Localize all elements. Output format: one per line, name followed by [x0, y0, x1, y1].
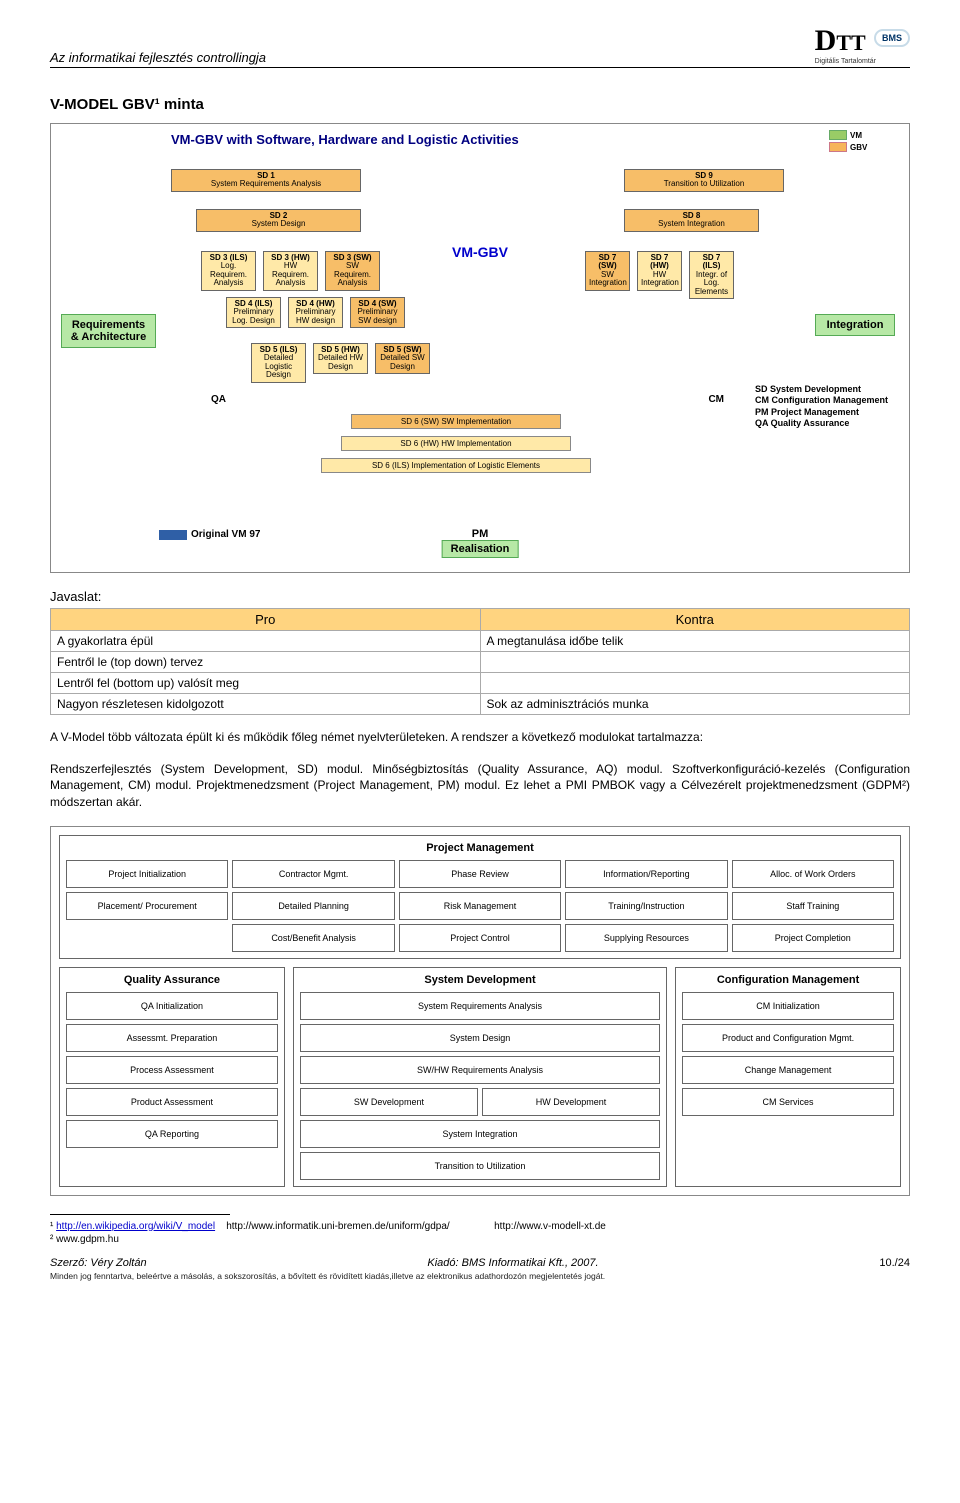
swatch-orange-icon: [829, 142, 847, 152]
cm-title: Configuration Management: [682, 974, 894, 986]
sd6-hw: SD 6 (HW) HW Implementation: [341, 436, 571, 451]
mod-cell: Placement/ Procurement: [66, 892, 228, 920]
realisation-box: Realisation: [442, 540, 519, 558]
module-diagram: Project Management Project Initializatio…: [50, 826, 910, 1196]
sd6-ils: SD 6 (ILS) Implementation of Logistic El…: [321, 458, 591, 473]
sd1-box: SD 1System Requirements Analysis: [171, 169, 361, 192]
sd3-ils: SD 3 (ILS)Log. Requirem. Analysis: [201, 251, 256, 291]
sd4-hw: SD 4 (HW)Preliminary HW design: [288, 297, 343, 328]
vmodel-legend: SD System Development CM Configuration M…: [755, 384, 895, 429]
sd5-sw: SD 5 (SW)Detailed SW Design: [375, 343, 430, 374]
prokon-table: Pro Kontra A gyakorlatra épülA megtanulá…: [50, 608, 910, 715]
footnote-2: ² www.gdpm.hu: [50, 1234, 910, 1245]
sd5-ils: SD 5 (ILS)Detailed Logistic Design: [251, 343, 306, 383]
sd3-sw: SD 3 (SW)SW Requirem. Analysis: [325, 251, 380, 291]
sd6-sw: SD 6 (SW) SW Implementation: [351, 414, 561, 429]
mod-cell: Project Control: [399, 924, 561, 952]
sd2-box: SD 2System Design: [196, 209, 361, 232]
mod-cell: System Requirements Analysis: [300, 992, 660, 1020]
foot1-link[interactable]: http://en.wikipedia.org/wiki/V_model: [56, 1221, 215, 1232]
mod-cell: Detailed Planning: [232, 892, 394, 920]
vmodel-key: VM GBV: [829, 130, 897, 154]
sd-group: System Development System Requirements A…: [293, 967, 667, 1187]
pm-title: Project Management: [66, 842, 894, 854]
body-p2: Rendszerfejlesztés (System Development, …: [50, 761, 910, 810]
mod-cell: Phase Review: [399, 860, 561, 888]
mod-cell: SW Development: [300, 1088, 478, 1116]
prokon-heading: Javaslat:: [50, 589, 910, 604]
mod-cell: Cost/Benefit Analysis: [232, 924, 394, 952]
mod-cell: CM Initialization: [682, 992, 894, 1020]
kontra-header: Kontra: [480, 609, 910, 631]
mod-cell: Staff Training: [732, 892, 894, 920]
mod-cell: Information/Reporting: [565, 860, 727, 888]
cm-group: Configuration Management CM Initializati…: [675, 967, 901, 1187]
mod-cell: Risk Management: [399, 892, 561, 920]
sd5-hw: SD 5 (HW)Detailed HW Design: [313, 343, 368, 374]
sd7-hw: SD 7 (HW)HW Integration: [637, 251, 682, 291]
side-right-label: Integration: [815, 314, 895, 336]
page-header: Az informatikai fejlesztés controllingja…: [50, 24, 910, 68]
mod-cell: QA Initialization: [66, 992, 278, 1020]
footer-left: Szerző: Véry Zoltán: [50, 1257, 147, 1269]
bms-logo: BMS: [874, 29, 910, 47]
sd4-ils: SD 4 (ILS)Preliminary Log. Design: [226, 297, 281, 328]
mod-cell: Product and Configuration Mgmt.: [682, 1024, 894, 1052]
mod-cell: System Design: [300, 1024, 660, 1052]
pm-label: PM: [472, 528, 489, 540]
swatch-green-icon: [829, 130, 847, 140]
mod-cell: Training/Instruction: [565, 892, 727, 920]
qa-title: Quality Assurance: [66, 974, 278, 986]
sd-title: System Development: [300, 974, 660, 986]
qa-group: Quality Assurance QA Initialization Asses…: [59, 967, 285, 1187]
mod-cell: Contractor Mgmt.: [232, 860, 394, 888]
origvm-label: Original VM 97: [159, 529, 260, 540]
footer-copy: Minden jog fenntartva, beleértve a másol…: [50, 1271, 910, 1281]
sd7-ils: SD 7 (ILS)Integr. of Log. Elements: [689, 251, 734, 299]
pro-header: Pro: [51, 609, 481, 631]
footer-center: Kiadó: BMS Informatikai Kft., 2007.: [427, 1257, 598, 1269]
footer-bar: Szerző: Véry Zoltán Kiadó: BMS Informati…: [50, 1257, 910, 1269]
dtt-logo: D TT: [815, 24, 876, 58]
mod-cell: SW/HW Requirements Analysis: [300, 1056, 660, 1084]
logo-group: D TT Digitális Tartalomtár BMS: [815, 24, 910, 65]
qa-label: QA: [211, 394, 226, 405]
mod-cell: Supplying Resources: [565, 924, 727, 952]
sd8-box: SD 8System Integration: [624, 209, 759, 232]
table-row: Nagyon részletesen kidolgozottSok az adm…: [51, 694, 910, 715]
origvm-swatch-icon: [159, 530, 187, 540]
mod-cell: HW Development: [482, 1088, 660, 1116]
sd4-sw: SD 4 (SW)Preliminary SW design: [350, 297, 405, 328]
table-row: Lentről fel (bottom up) valósít meg: [51, 673, 910, 694]
mod-cell: Project Initialization: [66, 860, 228, 888]
mod-cell: Process Assessment: [66, 1056, 278, 1084]
footnote-rule: [50, 1214, 230, 1219]
cm-label: CM: [708, 394, 724, 405]
sd7-sw: SD 7 (SW)SW Integration: [585, 251, 630, 291]
body-p1: A V-Model több változata épült ki és műk…: [50, 729, 910, 745]
mod-cell: Alloc. of Work Orders: [732, 860, 894, 888]
table-row: A gyakorlatra épülA megtanulása időbe te…: [51, 631, 910, 652]
vmodel-title: VM-GBV with Software, Hardware and Logis…: [171, 132, 519, 147]
sd3-hw: SD 3 (HW)HW Requirem. Analysis: [263, 251, 318, 291]
mod-cell: System Integration: [300, 1120, 660, 1148]
mod-cell: Transition to Utilization: [300, 1152, 660, 1180]
mod-cell: Assessmt. Preparation: [66, 1024, 278, 1052]
table-row: Fentről le (top down) tervez: [51, 652, 910, 673]
mod-cell: CM Services: [682, 1088, 894, 1116]
mod-cell: Project Completion: [732, 924, 894, 952]
section-title: V-MODEL GBV¹ minta: [50, 96, 910, 113]
vmodel-diagram: VM-GBV with Software, Hardware and Logis…: [50, 123, 910, 573]
footer-right: 10./24: [879, 1257, 910, 1269]
mod-cell: Product Assessment: [66, 1088, 278, 1116]
pm-group: Project Management Project Initializatio…: [59, 835, 901, 959]
mod-cell: Change Management: [682, 1056, 894, 1084]
mod-cell: QA Reporting: [66, 1120, 278, 1148]
dtt-sub: Digitális Tartalomtár: [815, 58, 876, 65]
footnote-1: ¹ http://en.wikipedia.org/wiki/V_model h…: [50, 1221, 910, 1232]
sd9-box: SD 9Transition to Utilization: [624, 169, 784, 192]
header-title: Az informatikai fejlesztés controllingja: [50, 50, 266, 65]
